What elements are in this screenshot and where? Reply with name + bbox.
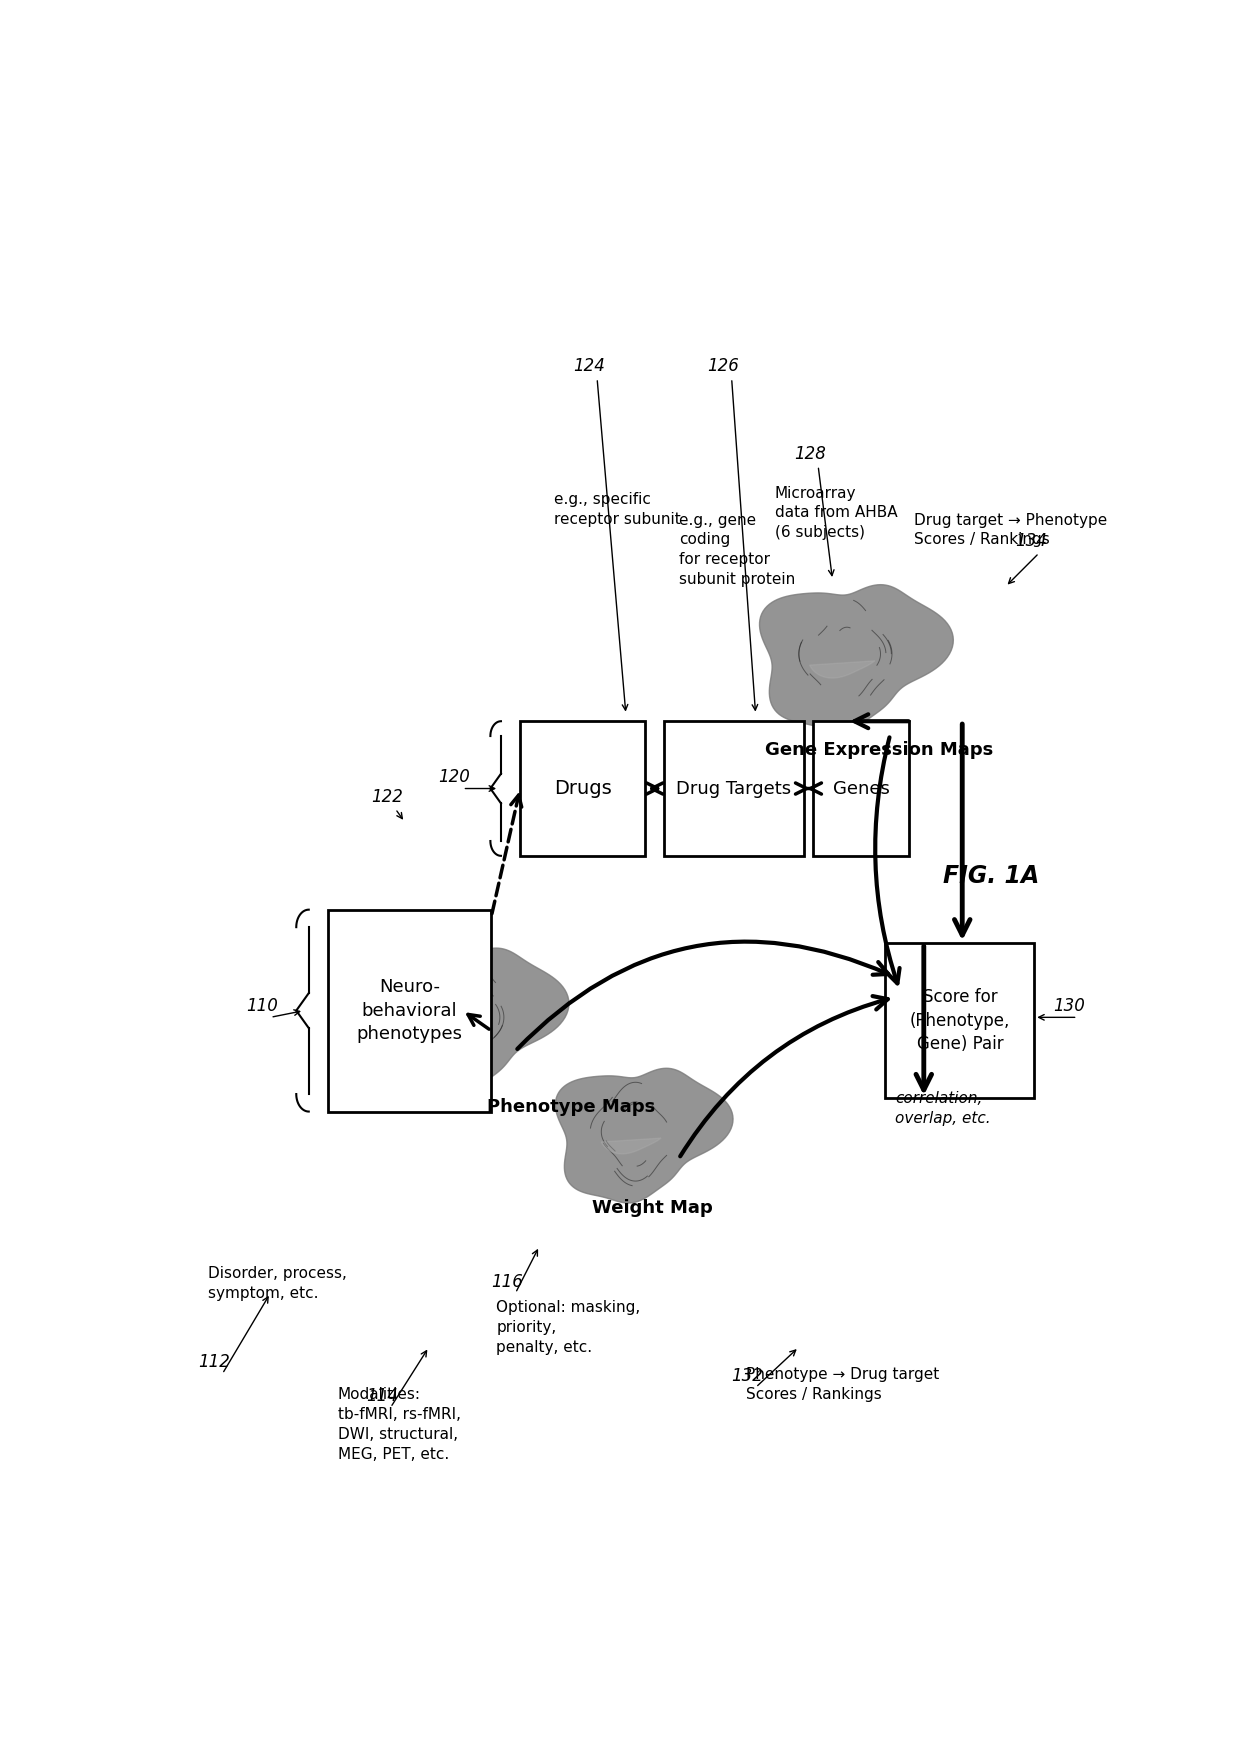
Polygon shape (760, 584, 954, 732)
Text: correlation,
overlap, etc.: correlation, overlap, etc. (895, 1091, 991, 1126)
Text: Optional: masking,
priority,
penalty, etc.: Optional: masking, priority, penalty, et… (496, 1301, 640, 1355)
Text: Drugs: Drugs (554, 780, 611, 799)
Text: Score for
(Phenotype,
Gene) Pair: Score for (Phenotype, Gene) Pair (910, 988, 1011, 1054)
FancyBboxPatch shape (813, 722, 909, 857)
Polygon shape (556, 1068, 733, 1203)
Text: Modalities:
tb-fMRI, rs-fMRI,
DWI, structural,
MEG, PET, etc.: Modalities: tb-fMRI, rs-fMRI, DWI, struc… (337, 1388, 460, 1461)
Text: Neuro-
behavioral
phenotypes: Neuro- behavioral phenotypes (357, 979, 463, 1044)
Polygon shape (601, 1138, 661, 1154)
FancyBboxPatch shape (885, 944, 1034, 1098)
Text: 112: 112 (198, 1353, 231, 1370)
Text: Disorder, process,
symptom, etc.: Disorder, process, symptom, etc. (208, 1266, 347, 1301)
Text: 126: 126 (708, 357, 739, 376)
Text: Phenotype Maps: Phenotype Maps (486, 1098, 655, 1115)
FancyBboxPatch shape (327, 909, 491, 1112)
Text: 110: 110 (247, 996, 278, 1014)
Text: 114: 114 (367, 1386, 398, 1405)
FancyBboxPatch shape (665, 722, 804, 857)
Text: Drug Targets: Drug Targets (677, 780, 791, 797)
Text: 124: 124 (573, 357, 605, 376)
Text: 134: 134 (1016, 531, 1047, 551)
Text: Drug target → Phenotype
Scores / Rankings: Drug target → Phenotype Scores / Ranking… (914, 512, 1107, 547)
Text: Microarray
data from AHBA
(6 subjects): Microarray data from AHBA (6 subjects) (775, 486, 898, 540)
Text: 128: 128 (794, 444, 826, 463)
Text: 116: 116 (491, 1273, 523, 1290)
Text: 122: 122 (371, 788, 403, 806)
Text: 120: 120 (439, 767, 470, 787)
FancyBboxPatch shape (521, 722, 645, 857)
Text: 130: 130 (1054, 996, 1085, 1014)
Text: Phenotype → Drug target
Scores / Rankings: Phenotype → Drug target Scores / Ranking… (746, 1367, 939, 1402)
Text: Weight Map: Weight Map (593, 1199, 713, 1217)
Text: e.g., gene
coding
for receptor
subunit protein: e.g., gene coding for receptor subunit p… (678, 512, 795, 587)
Polygon shape (425, 1024, 490, 1042)
Polygon shape (810, 661, 874, 678)
Text: Genes: Genes (833, 780, 890, 797)
Text: FIG. 1A: FIG. 1A (942, 864, 1039, 888)
Text: Gene Expression Maps: Gene Expression Maps (765, 741, 993, 759)
Text: 132: 132 (732, 1367, 764, 1384)
Text: e.g., specific
receptor subunit: e.g., specific receptor subunit (554, 493, 681, 528)
Polygon shape (376, 947, 569, 1094)
